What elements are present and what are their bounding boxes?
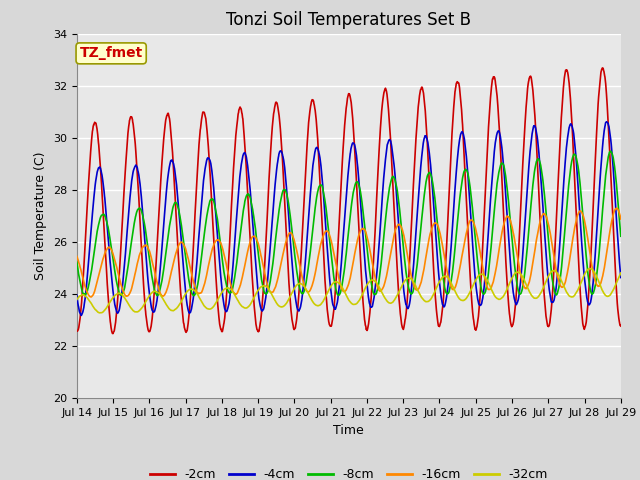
Title: Tonzi Soil Temperatures Set B: Tonzi Soil Temperatures Set B [227,11,471,29]
Legend: -2cm, -4cm, -8cm, -16cm, -32cm: -2cm, -4cm, -8cm, -16cm, -32cm [145,463,553,480]
Y-axis label: Soil Temperature (C): Soil Temperature (C) [35,152,47,280]
X-axis label: Time: Time [333,424,364,437]
Text: TZ_fmet: TZ_fmet [79,47,143,60]
